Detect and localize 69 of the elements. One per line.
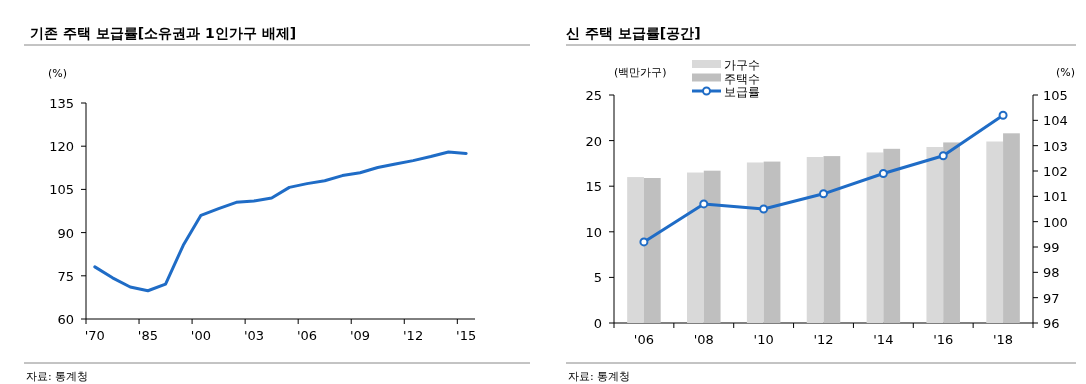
x-tick-label: '06 [633, 332, 654, 347]
bar [926, 146, 944, 323]
bar [763, 161, 781, 323]
bar [746, 162, 764, 323]
bar [627, 177, 644, 323]
x-tick-label: '08 [693, 332, 714, 347]
text: 자료: 통계청 [26, 370, 89, 383]
text: 자료: 통계청 [568, 370, 631, 383]
y2-tick-label: 96 [1043, 316, 1060, 331]
y-tick-label: 75 [57, 268, 74, 284]
bar [883, 148, 901, 323]
bar [806, 157, 824, 323]
y2-tick-label: 97 [1043, 290, 1060, 306]
point [878, 169, 888, 179]
bar [943, 142, 960, 323]
y2-tick-label: 103 [1043, 138, 1068, 154]
point [819, 189, 828, 199]
y-tick-label: 10 [585, 224, 602, 240]
y-tick-label: 25 [585, 88, 602, 103]
x-tick-label: '16 [933, 332, 954, 347]
line-series [93, 150, 468, 293]
y2-tick-label: 100 [1043, 214, 1068, 230]
point [699, 199, 709, 209]
legend-label: 가구수 [724, 58, 760, 72]
y-tick-label: 135 [49, 96, 74, 111]
y2-tick-label: 105 [1043, 88, 1068, 103]
bar [986, 141, 1004, 323]
y-tick-label: 60 [57, 312, 74, 327]
bar [643, 177, 661, 323]
y2-tick-label: 101 [1043, 189, 1068, 205]
y-tick-label: 105 [49, 182, 74, 198]
chart-title: 신 주택 보급률[공간] [566, 25, 701, 41]
y-tick-label: 0 [593, 316, 602, 331]
bar [687, 172, 704, 323]
bar [703, 170, 721, 323]
x-tick-label: '85 [137, 328, 158, 343]
y-axis-title: (백만가구) [614, 66, 667, 79]
x-tick-label: '70 [84, 328, 105, 343]
y-tick-label: 5 [593, 270, 602, 286]
point [759, 204, 769, 214]
x-tick-label: '03 [243, 328, 265, 343]
x-tick-label: '12 [403, 328, 424, 343]
y-axis-title: (%) [48, 67, 68, 80]
x-tick-label: '10 [753, 332, 774, 347]
x-tick-label: '06 [296, 328, 318, 343]
x-tick-label: '09 [350, 328, 371, 343]
y2-tick-label: 104 [1043, 113, 1068, 129]
y-tick-label: 120 [49, 139, 74, 155]
bar [1003, 133, 1020, 323]
y2-tick-label: 102 [1043, 164, 1068, 179]
x-tick-label: '12 [813, 332, 834, 347]
x-tick-label: '18 [993, 332, 1014, 347]
y-tick-label: 15 [585, 179, 602, 195]
y-tick-label: 90 [57, 225, 74, 241]
y-tick-label: 20 [585, 133, 602, 149]
point [998, 110, 1008, 120]
y2-tick-label: 98 [1043, 265, 1060, 281]
x-tick-label: '00 [190, 328, 211, 343]
point [639, 237, 649, 247]
y2-axis-title: (%) [1055, 66, 1075, 79]
bar [823, 156, 841, 323]
bar [866, 152, 884, 323]
x-tick-label: '14 [873, 332, 894, 347]
chart-title: 기존 주택 보급률[소유권과 1인가구 배제] [30, 25, 297, 41]
y2-tick-label: 99 [1043, 240, 1060, 255]
legend-label: 주택수 [724, 71, 760, 86]
x-tick-label: '15 [456, 328, 477, 343]
point [938, 151, 948, 161]
legend-label: 보급률 [724, 85, 760, 99]
